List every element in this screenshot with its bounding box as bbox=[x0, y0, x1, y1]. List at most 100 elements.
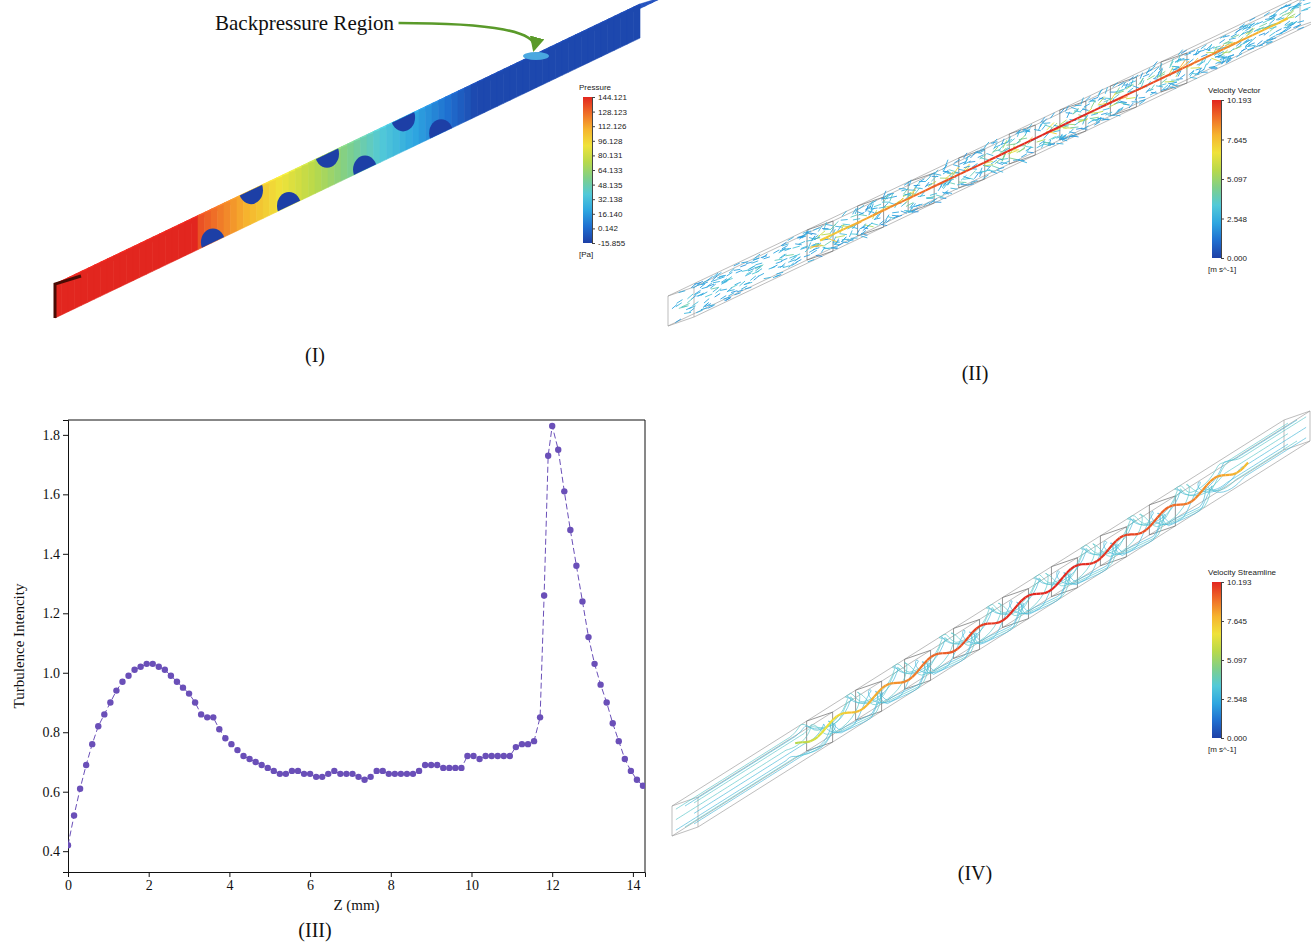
vector-arrow bbox=[1259, 23, 1267, 26]
streamline-core bbox=[822, 729, 826, 733]
vector-arrow bbox=[862, 227, 868, 229]
y-tick-label: 1.8 bbox=[43, 428, 61, 443]
vector-arrow bbox=[1027, 124, 1032, 129]
colorbar-tick-label: 2.548 bbox=[1227, 215, 1248, 224]
vector-arrow bbox=[1123, 104, 1130, 106]
vector-arrow bbox=[901, 189, 908, 191]
vector-arrow bbox=[1280, 31, 1286, 34]
streamline-core bbox=[1225, 474, 1229, 476]
vector-core bbox=[1276, 21, 1282, 24]
vector-arrow bbox=[795, 257, 801, 261]
wire-edge bbox=[672, 420, 1284, 806]
vector-arrow bbox=[1133, 75, 1139, 79]
vector-arrow bbox=[906, 203, 913, 207]
vector-arrow bbox=[997, 162, 1003, 164]
x-axis: 02468101214 bbox=[65, 872, 646, 893]
vector-core bbox=[1048, 130, 1054, 133]
contour-front bbox=[101, 259, 108, 296]
data-point bbox=[519, 741, 525, 747]
streamline-core bbox=[1101, 554, 1105, 558]
contour-front bbox=[601, 20, 608, 57]
streamline-core bbox=[1025, 595, 1029, 597]
vector-arrow bbox=[984, 142, 989, 147]
y-tick: 1.0 bbox=[43, 666, 69, 681]
vector-core bbox=[1241, 38, 1247, 41]
vector-arrow bbox=[934, 174, 941, 175]
vector-arrow bbox=[1105, 87, 1107, 94]
vector-core bbox=[984, 160, 990, 163]
vector-arrow bbox=[1167, 84, 1171, 89]
x-tick: 8 bbox=[388, 872, 395, 893]
vector-arrow bbox=[1207, 59, 1211, 65]
vector-core bbox=[1106, 102, 1112, 105]
vector-arrow bbox=[1114, 115, 1121, 116]
streamline-core bbox=[1033, 593, 1037, 596]
vector-arrow bbox=[1250, 46, 1256, 49]
streamline-core bbox=[1014, 605, 1018, 610]
streamline bbox=[694, 438, 1306, 824]
vector-arrow bbox=[1281, 5, 1286, 9]
streamline-core bbox=[1071, 566, 1075, 569]
vector-arrow bbox=[708, 305, 715, 306]
vector-arrow bbox=[1266, 42, 1273, 43]
vector-arrow bbox=[1099, 97, 1105, 104]
velocity-vectors bbox=[668, 0, 1311, 326]
vector-arrow bbox=[1284, 27, 1291, 28]
baffle-hole bbox=[239, 176, 263, 204]
streamline-core bbox=[1123, 535, 1127, 536]
vector-arrow bbox=[1020, 160, 1027, 162]
streamline-core bbox=[1059, 577, 1063, 582]
vector-arrow bbox=[1140, 73, 1142, 79]
vector-arrow bbox=[831, 247, 838, 249]
vector-arrow bbox=[675, 319, 681, 323]
vector-arrow bbox=[1049, 137, 1056, 141]
vector-core bbox=[1095, 107, 1101, 110]
vector-arrow bbox=[798, 241, 805, 244]
vector-arrow bbox=[867, 223, 872, 228]
data-point bbox=[640, 783, 645, 789]
streamline-core bbox=[927, 657, 931, 660]
plot-area bbox=[68, 423, 645, 849]
vector-arrow bbox=[1129, 103, 1133, 108]
vector-arrow bbox=[1189, 50, 1195, 52]
vector-arrow bbox=[967, 184, 974, 186]
vector-arrow bbox=[704, 303, 709, 307]
streamline-core bbox=[859, 709, 863, 711]
data-point bbox=[258, 762, 264, 768]
contour-front bbox=[107, 256, 114, 293]
vector-arrow bbox=[1222, 57, 1224, 64]
vector-arrow bbox=[694, 283, 700, 285]
colorbar-tick-label: -15.855 bbox=[598, 239, 626, 248]
streamline-core bbox=[1191, 499, 1195, 502]
streamline-core bbox=[897, 682, 901, 684]
vector-arrow bbox=[996, 170, 1003, 172]
x-tick-mark bbox=[471, 872, 472, 877]
data-point bbox=[561, 488, 567, 494]
vector-arrow bbox=[1133, 86, 1139, 88]
contour-front bbox=[309, 160, 316, 197]
vector-arrow bbox=[1190, 77, 1197, 78]
vector-arrow bbox=[1269, 19, 1274, 24]
baffle-hole bbox=[391, 103, 415, 131]
streamline-core bbox=[1222, 474, 1226, 477]
y-tick-label: 0.8 bbox=[43, 725, 61, 740]
vector-core bbox=[1025, 141, 1031, 144]
y-axis: 0.40.60.81.01.21.41.61.8 bbox=[43, 421, 69, 873]
vector-arrow bbox=[1038, 124, 1041, 130]
vector-arrow bbox=[753, 258, 759, 260]
vector-arrow bbox=[1303, 0, 1309, 1]
vector-arrow bbox=[946, 160, 948, 166]
contour-front bbox=[146, 237, 153, 274]
vector-arrow bbox=[802, 234, 807, 239]
data-point bbox=[156, 664, 162, 670]
baffle bbox=[1051, 558, 1077, 597]
colorbar-tick-mark bbox=[1221, 219, 1224, 220]
data-point bbox=[628, 768, 634, 774]
data-point bbox=[252, 759, 258, 765]
vector-core bbox=[896, 202, 902, 205]
vector-core bbox=[1200, 57, 1206, 60]
vector-arrow bbox=[1130, 80, 1133, 86]
contour-front bbox=[471, 82, 478, 119]
streamline-core bbox=[1040, 592, 1044, 595]
contour-front bbox=[504, 66, 511, 103]
